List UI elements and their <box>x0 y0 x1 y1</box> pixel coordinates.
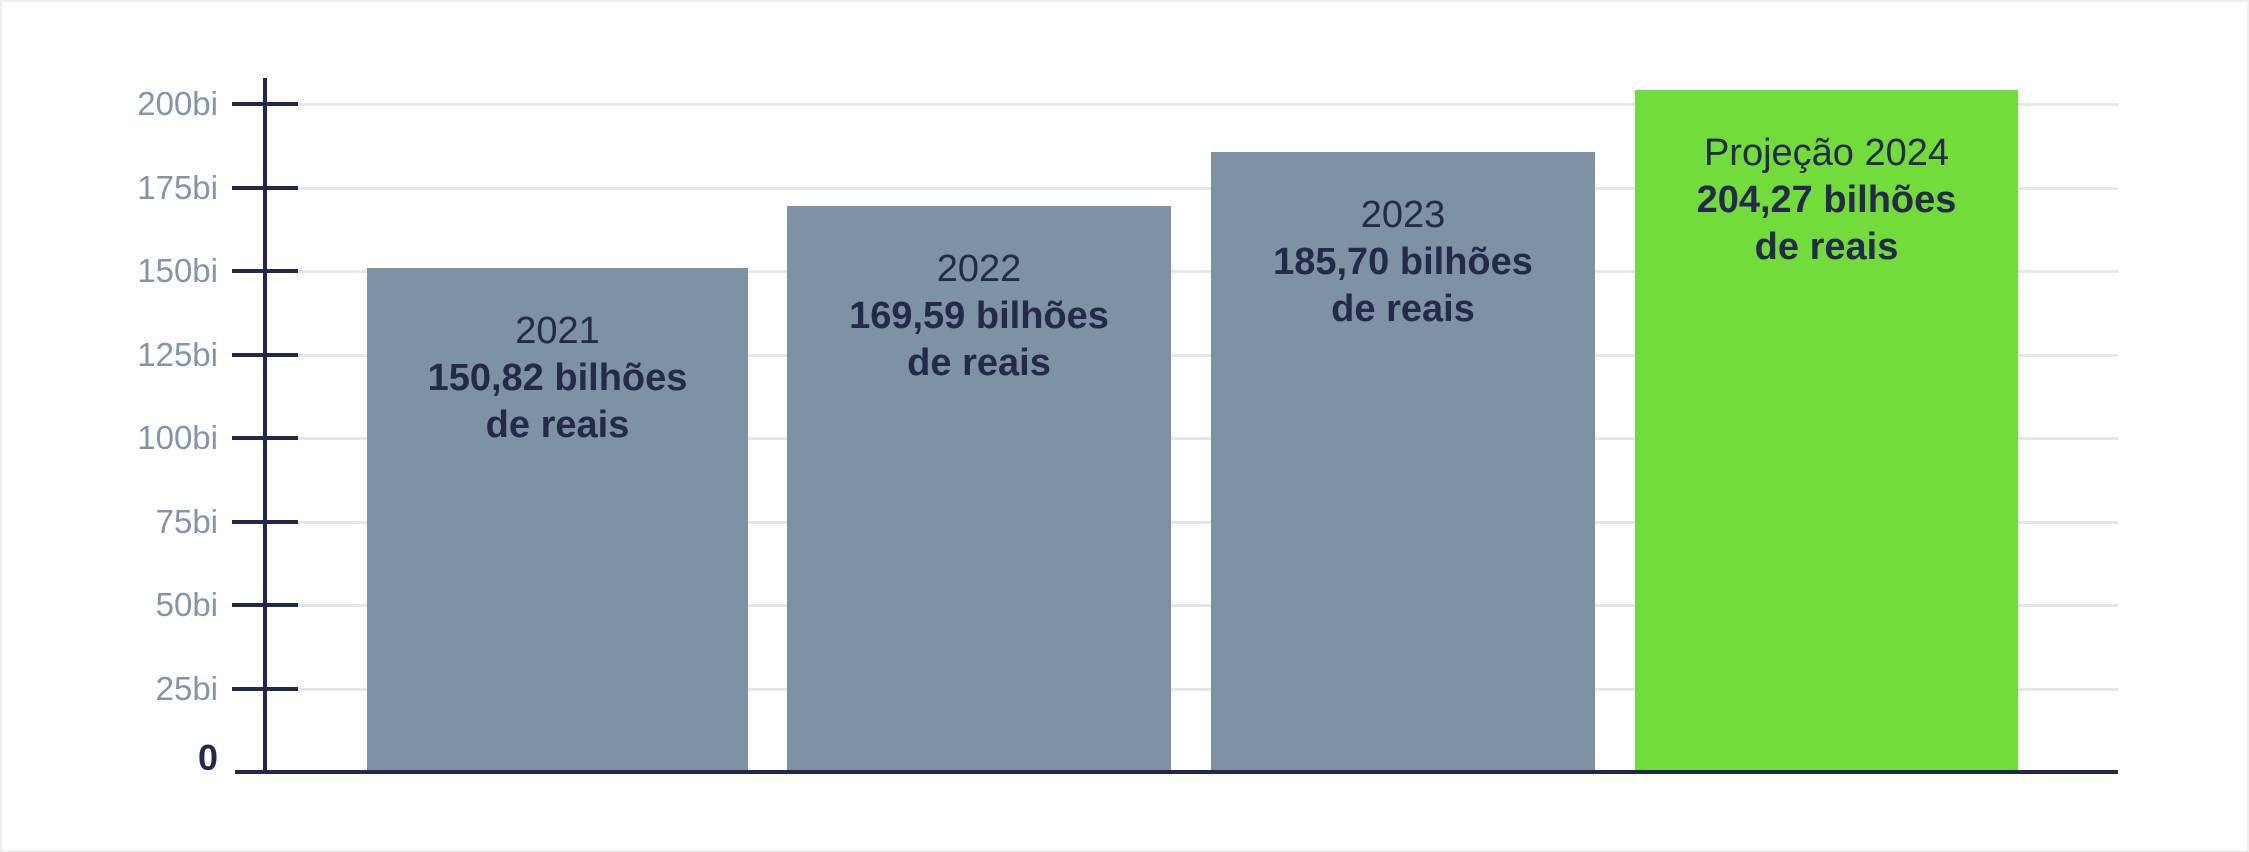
bar-year-projecao-2024: Projeção 2024 <box>1703 132 1950 174</box>
bar-unit-2023: de reais <box>1331 288 1475 330</box>
y-tick-150bi <box>232 269 298 273</box>
bar-value-projecao-2024: 204,27 bilhões <box>1696 179 1957 221</box>
bar-2021: 2021 150,82 bilhões de reais <box>367 268 748 772</box>
y-axis-label-200bi: 200bi <box>137 85 218 122</box>
gridline-50bi <box>298 604 2118 607</box>
bar-value-2023: 185,70 bilhões <box>1273 241 1533 283</box>
y-tick-25bi <box>232 687 298 691</box>
y-tick-75bi <box>232 520 298 524</box>
gridline-25bi <box>298 688 2118 691</box>
bar-label-2023: 2023 185,70 bilhões de reais <box>1211 192 1595 333</box>
gridline-75bi <box>298 521 2118 524</box>
y-tick-100bi <box>232 436 298 440</box>
bar-label-2021: 2021 150,82 bilhões de reais <box>367 308 748 449</box>
bar-unit-2021: de reais <box>485 404 630 446</box>
bar-2023: 2023 185,70 bilhões de reais <box>1211 152 1595 772</box>
y-tick-125bi <box>232 353 298 357</box>
gridline-100bi <box>298 437 2118 440</box>
gridline-125bi <box>298 354 2118 357</box>
y-axis-label-125bi: 125bi <box>137 336 218 373</box>
bar-value-2021: 150,82 bilhões <box>427 357 688 399</box>
bar-year-2023: 2023 <box>1360 194 1446 236</box>
y-axis-label-zero: 0 <box>197 737 218 778</box>
bar-label-2022: 2022 169,59 bilhões de reais <box>787 246 1171 387</box>
y-axis-label-25bi: 25bi <box>155 670 218 707</box>
bar-value-2022: 169,59 bilhões <box>849 295 1109 337</box>
y-axis-label-50bi: 50bi <box>155 586 218 623</box>
bar-2022: 2022 169,59 bilhões de reais <box>787 206 1171 772</box>
gridline-200bi <box>298 103 2118 106</box>
x-axis-line <box>235 770 2118 774</box>
bar-year-2021: 2021 <box>515 310 600 352</box>
y-axis-label-150bi: 150bi <box>137 252 218 289</box>
bar-unit-projecao-2024: de reais <box>1754 226 1899 268</box>
y-axis-label-100bi: 100bi <box>137 419 218 456</box>
bar-label-projecao-2024: Projeção 2024 204,27 bilhões de reais <box>1635 130 2018 271</box>
bar-unit-2022: de reais <box>907 342 1051 384</box>
bar-projecao-2024: Projeção 2024 204,27 bilhões de reais <box>1635 90 2018 772</box>
y-axis-line <box>263 78 267 774</box>
y-axis-label-175bi: 175bi <box>137 169 218 206</box>
gridline-175bi <box>298 187 2118 190</box>
y-tick-50bi <box>232 603 298 607</box>
y-axis-label-75bi: 75bi <box>155 503 218 540</box>
y-tick-200bi <box>232 102 298 106</box>
y-tick-175bi <box>232 186 298 190</box>
bar-year-2022: 2022 <box>936 248 1022 290</box>
gridline-150bi <box>298 270 2118 273</box>
